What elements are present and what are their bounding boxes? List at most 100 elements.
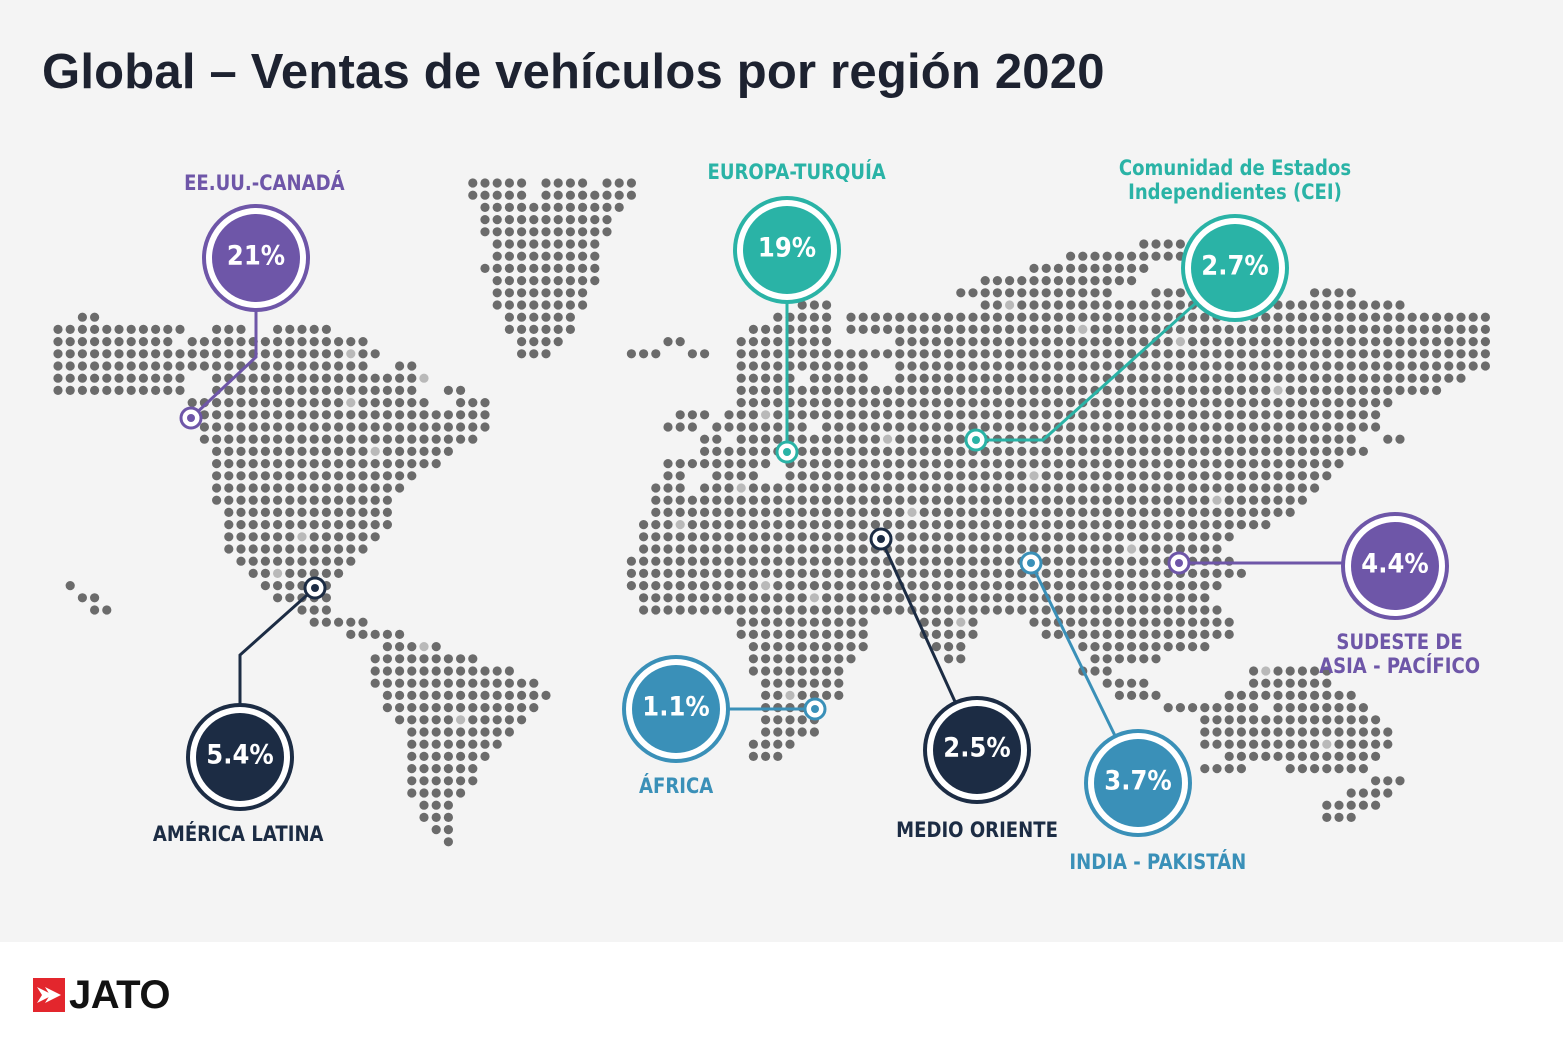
map-dot (590, 227, 600, 237)
map-dot (1175, 300, 1185, 310)
map-dot (419, 654, 429, 664)
map-dot (1114, 483, 1124, 493)
map-dot (236, 532, 246, 542)
map-dot (517, 690, 527, 701)
map-dot (1322, 715, 1332, 725)
map-dot (773, 373, 783, 383)
map-dot (1383, 349, 1393, 359)
map-dot (1175, 642, 1185, 652)
map-dot (1163, 520, 1173, 530)
map-dot (956, 568, 966, 579)
map-dot (980, 288, 990, 298)
map-dot (1310, 373, 1320, 383)
map-dot (724, 556, 734, 566)
map-dot (1151, 300, 1161, 310)
map-dot (956, 593, 966, 603)
map-dot (1102, 617, 1112, 627)
map-dot (931, 568, 942, 579)
map-dot (309, 617, 319, 627)
map-dot (797, 544, 807, 554)
map-dot (834, 690, 844, 701)
map-dot (797, 629, 807, 640)
map-dot (407, 678, 417, 688)
map-dot (492, 263, 502, 273)
map-dot (321, 605, 331, 615)
map-dot (992, 520, 1003, 530)
map-dot (1419, 373, 1429, 383)
map-dot (456, 398, 466, 408)
map-dot (895, 312, 905, 322)
map-dot (102, 337, 112, 347)
map-dot (773, 629, 783, 640)
map-dot (529, 337, 539, 347)
region-label-line: MEDIO ORIENTE (896, 818, 1058, 842)
map-dot (1127, 349, 1137, 359)
map-dot (1358, 422, 1368, 432)
map-dot (1127, 642, 1137, 652)
map-dot (1395, 776, 1405, 786)
map-dot (273, 361, 283, 371)
map-dot (212, 324, 222, 334)
map-dot (504, 678, 514, 688)
map-dot (1151, 544, 1161, 554)
map-dot (883, 385, 893, 395)
map-dot (138, 349, 148, 359)
map-dot (1053, 337, 1063, 347)
map-dot (1419, 312, 1429, 322)
map-dot (1005, 361, 1015, 371)
map-dot (114, 385, 124, 395)
map-dot (907, 337, 917, 347)
map-dot (1407, 373, 1417, 383)
map-dot (1395, 434, 1405, 444)
map-dot (395, 422, 405, 432)
map-dot (992, 324, 1003, 334)
map-dot (724, 495, 734, 505)
map-dot (1017, 288, 1027, 298)
map-dot (1175, 434, 1185, 444)
map-dot (944, 629, 954, 640)
map-dot (395, 398, 405, 408)
map-dot (1102, 410, 1112, 420)
map-dot (358, 629, 368, 640)
map-dot (858, 434, 868, 444)
map-dot (944, 544, 954, 554)
map-dot (297, 532, 307, 542)
map-dot (1005, 593, 1015, 603)
map-dot (1188, 361, 1198, 371)
map-dot (285, 495, 295, 505)
map-dot (1151, 459, 1161, 469)
map-dot (1383, 739, 1393, 749)
map-dot (931, 507, 942, 517)
map-dot (822, 556, 832, 566)
map-dot (748, 739, 759, 749)
map-dot (809, 385, 820, 395)
map-dot (1041, 373, 1051, 383)
map-dot (883, 507, 893, 517)
map-dot (151, 324, 161, 334)
map-dot (870, 556, 881, 566)
map-dot (53, 385, 63, 395)
map-dot (895, 532, 905, 542)
map-dot (1188, 593, 1198, 603)
map-dot (1310, 703, 1320, 713)
map-dot (944, 361, 954, 371)
map-dot (431, 776, 441, 786)
map-dot (1297, 373, 1307, 383)
map-dot (846, 507, 856, 517)
map-dot (944, 446, 954, 456)
map-dot (748, 568, 759, 579)
map-dot (1358, 361, 1368, 371)
map-dot (1005, 324, 1015, 334)
map-dot (1236, 373, 1246, 383)
map-dot (395, 373, 405, 383)
map-dot (1261, 349, 1271, 359)
map-dot (1212, 544, 1222, 554)
map-dot (517, 703, 527, 713)
jato-logo-icon (33, 978, 65, 1012)
map-dot (1090, 556, 1100, 566)
map-dot (700, 459, 710, 469)
map-dot (1236, 471, 1246, 481)
map-dot (980, 556, 990, 566)
map-dot (797, 605, 807, 615)
map-dot (931, 446, 942, 456)
